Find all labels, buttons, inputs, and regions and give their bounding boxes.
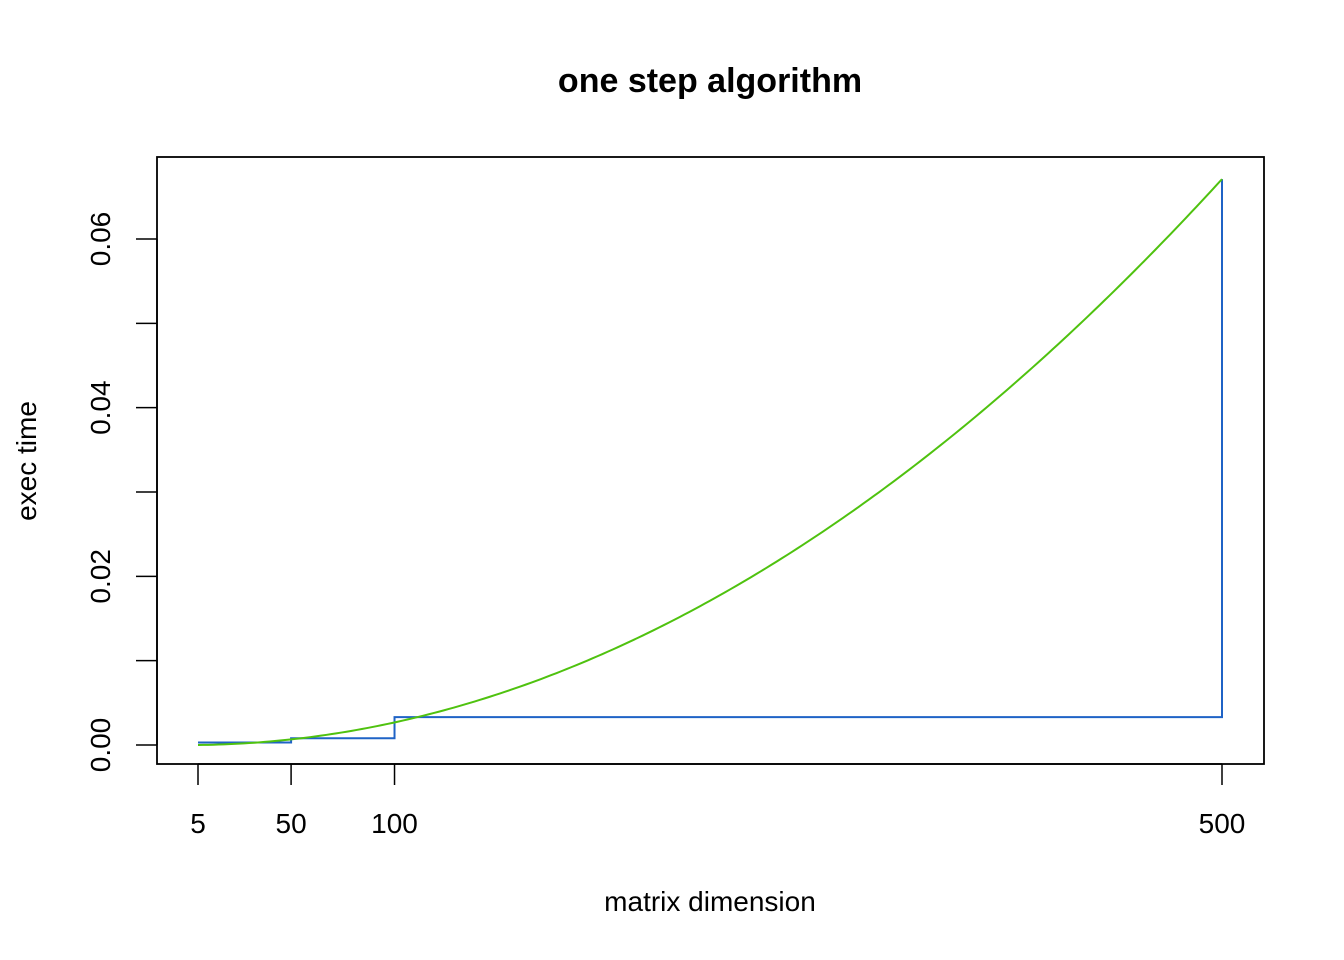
x-tick-label: 50 [276,808,307,839]
y-axis-label: exec time [11,401,42,521]
chart-title: one step algorithm [558,62,862,100]
series-fit-curve [197,178,1223,746]
series-layer [197,178,1223,746]
x-axis: 5 50 100 500 [190,763,1246,839]
x-tick-label: 100 [371,808,418,839]
y-tick-label: 0.00 [85,718,116,773]
y-tick-label: 0.06 [85,212,116,267]
y-tick-label: 0.02 [85,549,116,604]
y-tick-label: 0.04 [85,380,116,435]
x-tick-label: 500 [1199,808,1246,839]
x-axis-label: matrix dimension [604,886,816,917]
x-tick-label: 5 [190,808,206,839]
series-step-line [198,179,1223,744]
plot-area [156,156,1265,765]
y-axis: 0.00 0.02 0.04 0.06 [85,212,158,773]
